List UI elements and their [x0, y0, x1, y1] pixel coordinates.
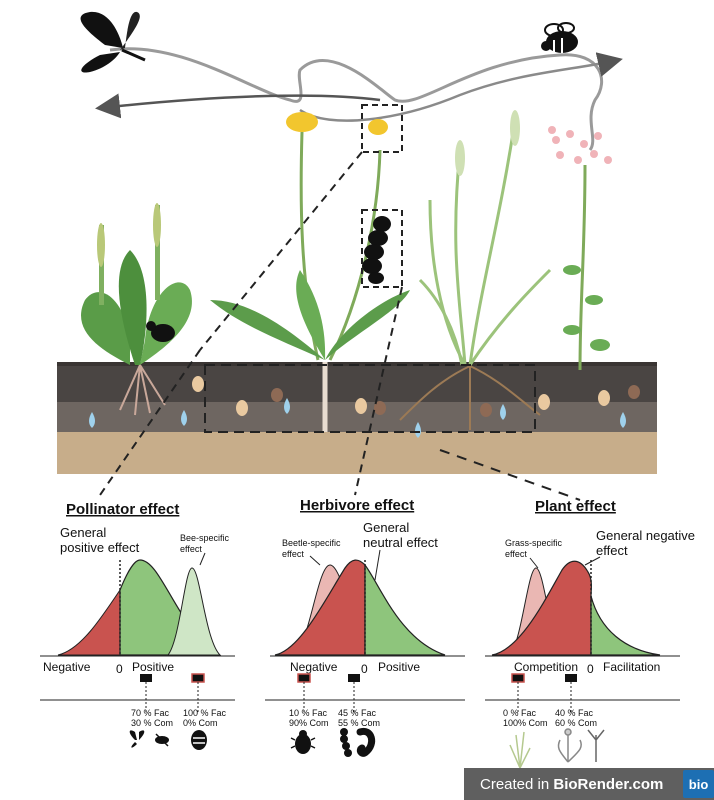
butterfly-small-icon	[129, 730, 145, 748]
return-arrow-right	[299, 52, 623, 122]
plant-panel: Plant effect Grass-specific effect Gener…	[485, 498, 695, 769]
plant-general-curve-positive	[590, 595, 661, 656]
herbivore-specific-label-2: effect	[282, 549, 304, 559]
plant-title: Plant effect	[535, 498, 616, 515]
herbivore-axis-zero: 0	[361, 662, 368, 676]
pollinator-marker-2	[191, 673, 205, 683]
herbivore-stat-1-com: 90% Com	[289, 718, 329, 728]
herbivore-general-curve-positive	[364, 563, 446, 656]
fly-small-icon	[155, 733, 169, 747]
soil-sand-layer	[57, 432, 657, 474]
dandelion-small-icon	[557, 728, 582, 763]
pollinator-panel: Pollinator effect General positive effec…	[40, 501, 235, 750]
pollinator-axis-positive: Positive	[132, 660, 174, 674]
pollinator-stat-1-fac: 70 % Fac	[131, 708, 170, 718]
beetle-on-plantain-icon	[146, 321, 175, 342]
herbivore-specific-label: Beetle-specific	[282, 538, 341, 548]
pollinator-axis-negative: Negative	[43, 660, 91, 674]
scene-illustration	[57, 11, 657, 501]
water-drop-icons	[89, 398, 626, 438]
biorender-credit-badge[interactable]: Created in BioRender.com bio	[464, 768, 714, 800]
centaury-icon	[548, 126, 612, 371]
pollinator-title: Pollinator effect	[66, 501, 179, 518]
plant-axis-facilitation: Facilitation	[603, 660, 660, 674]
plant-specific-label-2: effect	[505, 549, 527, 559]
herbivore-stat-2-fac: 45 % Fac	[338, 708, 377, 718]
herbivore-general-label-2: neutral effect	[363, 535, 438, 550]
plant-axis-zero: 0	[587, 662, 594, 676]
biorender-logo-icon: bio	[683, 770, 714, 798]
pollinator-general-label: General	[60, 525, 106, 540]
herbivore-marker-1	[297, 673, 311, 683]
herbivore-stat-2-com: 55 % Com	[338, 718, 380, 728]
plant-general-label: General negative	[596, 528, 695, 543]
plant-stat-1-fac: 0 % Fac	[503, 708, 537, 718]
credit-prefix: Created in	[480, 775, 554, 793]
pollinator-stat-2-com: 0% Com	[183, 718, 218, 728]
flower-zoom-box	[361, 104, 403, 153]
dandelion-icon	[210, 112, 410, 432]
herbivore-general-label: General	[363, 520, 409, 535]
soil-dark-layer	[57, 362, 657, 402]
bee-icon	[541, 22, 578, 53]
centaury-small-icon	[587, 729, 605, 762]
pollinator-flight-path	[109, 47, 604, 151]
plant-general-label-2: effect	[596, 543, 628, 558]
herbivore-axis-positive: Positive	[378, 660, 420, 674]
credit-brand: BioRender.com	[553, 775, 664, 793]
plant-stat-2-fac: 40 % Fac	[555, 708, 594, 718]
pollinator-axis-zero: 0	[116, 662, 123, 676]
pollinator-specific-label-2: effect	[180, 544, 202, 554]
caterpillar-zoom-box	[361, 209, 403, 288]
bee-small-icon	[191, 730, 207, 750]
herbivore-axis-negative: Negative	[290, 660, 338, 674]
plantain-icon	[81, 203, 192, 416]
beetle-small-icon	[290, 730, 316, 754]
credit-text: Created in BioRender.com	[464, 776, 679, 793]
herbivore-panel: Herbivore effect Beetle-specific effect …	[265, 497, 465, 757]
plant-stat-2-com: 60 % Com	[555, 718, 597, 728]
pollinator-marker-1	[140, 674, 152, 682]
herbivore-general-curve-negative	[274, 559, 366, 656]
plant-marker-1	[511, 673, 525, 683]
caterpillar-small-icon-2	[356, 727, 376, 757]
pollinator-specific-curve	[166, 567, 222, 656]
pollinator-stat-2-fac: 100 % Fac	[183, 708, 227, 718]
seed-icons	[192, 376, 640, 417]
grass-icon	[399, 110, 552, 430]
plant-axis-competition: Competition	[514, 660, 578, 674]
caterpillar-small-icon-1	[340, 728, 352, 757]
pollinator-general-curve-negative	[57, 588, 121, 656]
herbivore-marker-2	[348, 674, 360, 682]
pollinator-stat-1-com: 30 % Com	[131, 718, 173, 728]
caterpillar-icon	[362, 216, 391, 284]
plant-stat-1-com: 100% Com	[503, 718, 548, 728]
butterfly-icon	[80, 11, 146, 73]
plant-marker-2	[565, 674, 577, 682]
grass-small-icon	[509, 731, 531, 769]
return-arrow-left	[95, 93, 381, 119]
root-zoom-box	[204, 364, 536, 433]
pollinator-specific-label: Bee-specific	[180, 533, 230, 543]
herbivore-title: Herbivore effect	[300, 497, 414, 514]
plant-specific-label: Grass-specific	[505, 538, 563, 548]
plant-general-curve-negative	[491, 560, 592, 656]
herbivore-stat-1-fac: 10 % Fac	[289, 708, 328, 718]
pollinator-general-label-2: positive effect	[60, 540, 140, 555]
